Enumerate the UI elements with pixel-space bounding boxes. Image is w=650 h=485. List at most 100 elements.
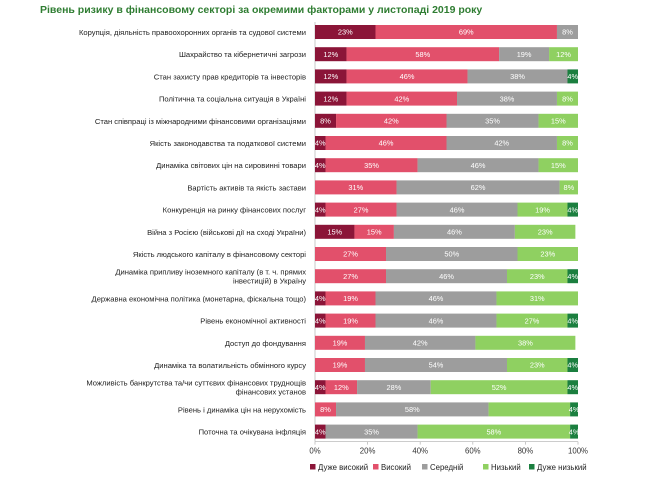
data-label: 54% bbox=[429, 361, 444, 370]
data-label: 58% bbox=[405, 405, 420, 414]
bar-segment-medium bbox=[364, 335, 476, 350]
data-label: 12% bbox=[556, 50, 571, 59]
data-label: 23% bbox=[540, 250, 555, 259]
bar-segment-very-high bbox=[315, 313, 326, 328]
category-label: Корупція, діяльність правоохоронних орга… bbox=[79, 28, 306, 37]
bar-segment-very-low bbox=[567, 202, 578, 217]
bar-segment-low bbox=[556, 136, 578, 150]
bars: 23% 69% 8% 12% 58% 19% 12% 12% 46% 38% 4% 12% 42% 38%… bbox=[315, 25, 580, 439]
category-labels: Корупція, діяльність правоохоронних орга… bbox=[79, 28, 306, 437]
x-tick-label: 40% bbox=[412, 447, 428, 456]
bar-segment-low bbox=[506, 269, 568, 284]
bar-segment-medium bbox=[446, 113, 539, 128]
bar-segment-very-low bbox=[567, 358, 578, 372]
data-label: 35% bbox=[364, 427, 379, 436]
legend-swatch-medium bbox=[422, 464, 428, 470]
bar-segment-very-high bbox=[315, 224, 355, 239]
data-label: 31% bbox=[348, 183, 363, 192]
bar-segment-low bbox=[514, 224, 576, 239]
data-label: 12% bbox=[334, 383, 349, 392]
data-label: 19% bbox=[333, 339, 348, 348]
x-tick-label: 0% bbox=[309, 447, 320, 456]
bar-segment-very-low bbox=[567, 69, 578, 84]
bar-segment-high bbox=[315, 269, 387, 284]
category-label: Можливість банкрутства та/чи суттєвих фі… bbox=[86, 379, 306, 397]
legend-label: Дуже високий bbox=[318, 463, 368, 472]
bar-segment-very-high bbox=[315, 202, 326, 217]
category-label: Рівень і динаміка цін на нерухомість bbox=[178, 405, 306, 414]
data-label: 23% bbox=[538, 228, 553, 237]
bar-segment-high bbox=[315, 358, 365, 372]
bar-segment-high bbox=[336, 113, 447, 128]
data-label: 62% bbox=[471, 183, 486, 192]
data-label: 4% bbox=[315, 427, 326, 436]
legend-swatch-high bbox=[373, 464, 379, 470]
data-label: 4% bbox=[567, 383, 578, 392]
bar-segment-medium bbox=[336, 402, 489, 417]
bar-segment-high bbox=[354, 224, 394, 239]
data-label: 38% bbox=[500, 94, 515, 103]
bar-segment-low bbox=[538, 113, 578, 128]
data-label: 4% bbox=[569, 405, 580, 414]
data-label: 46% bbox=[400, 72, 415, 81]
data-label: 15% bbox=[367, 228, 382, 237]
data-label: 58% bbox=[486, 427, 501, 436]
category-label: Поточна та очікувана інфляція bbox=[199, 428, 306, 437]
data-label: 4% bbox=[567, 72, 578, 81]
data-label: 4% bbox=[315, 316, 326, 325]
bar-segment-very-low bbox=[570, 402, 578, 417]
bar-segment-high bbox=[346, 91, 458, 106]
data-label: 42% bbox=[384, 117, 399, 126]
bar-segment-very-high bbox=[315, 91, 347, 106]
legend-label: Середній bbox=[430, 463, 463, 472]
data-label: 35% bbox=[364, 161, 379, 170]
data-label: 4% bbox=[569, 427, 580, 436]
bar-segment-very-low bbox=[567, 380, 578, 395]
bar-segment-high bbox=[315, 180, 397, 195]
bar-segment-low bbox=[430, 380, 568, 395]
data-label: 42% bbox=[394, 94, 409, 103]
data-label: 4% bbox=[567, 361, 578, 370]
data-label: 27% bbox=[343, 250, 358, 259]
bar-segment-high bbox=[315, 247, 387, 261]
data-label: 8% bbox=[562, 28, 573, 37]
bar-segment-medium bbox=[417, 158, 539, 173]
bar-segment-medium bbox=[393, 224, 515, 239]
data-label: 19% bbox=[517, 50, 532, 59]
bar-segment-very-high bbox=[315, 25, 376, 39]
data-label: 28% bbox=[387, 383, 402, 392]
x-tick-label: 100% bbox=[568, 447, 588, 456]
category-label: Доступ до фондування bbox=[225, 339, 306, 348]
bar-segment-very-low bbox=[567, 313, 578, 328]
bar-segment-low bbox=[556, 91, 578, 106]
data-label: 69% bbox=[459, 28, 474, 37]
bar-segment-high bbox=[325, 136, 447, 150]
bar-segment-low bbox=[417, 424, 571, 439]
data-label: 19% bbox=[343, 316, 358, 325]
data-label: 27% bbox=[354, 205, 369, 214]
category-label: Конкуренція на ринку фінансових послуг bbox=[163, 206, 307, 215]
bar-segment-medium bbox=[396, 202, 518, 217]
data-label: 4% bbox=[567, 205, 578, 214]
chart-title: Рівень ризику в фінансовому секторі за о… bbox=[40, 4, 483, 16]
data-label: 23% bbox=[530, 361, 545, 370]
data-label: 12% bbox=[323, 94, 338, 103]
data-label: 4% bbox=[315, 139, 326, 148]
bar-segment-medium bbox=[446, 136, 557, 150]
data-label: 23% bbox=[338, 28, 353, 37]
legend: Дуже високий Високий Середній Низький Дуже н… bbox=[310, 463, 587, 472]
data-label: 38% bbox=[518, 339, 533, 348]
data-label: 8% bbox=[562, 139, 573, 148]
data-label: 46% bbox=[429, 316, 444, 325]
category-label: Динаміка світових цін на сировинні товар… bbox=[156, 161, 306, 170]
bar-segment-low bbox=[488, 402, 571, 417]
bar-segment-high bbox=[375, 25, 557, 39]
bar-segment-very-high bbox=[315, 291, 326, 306]
category-label: Політична та соціальна ситуація в Україн… bbox=[159, 95, 306, 104]
bar-segment-high bbox=[315, 402, 337, 417]
bar-segment-very-high bbox=[315, 69, 347, 84]
data-label: 15% bbox=[327, 228, 342, 237]
data-label: 27% bbox=[525, 316, 540, 325]
bar-segment-medium bbox=[375, 291, 497, 306]
category-label: Рівень економічної активності bbox=[200, 317, 306, 326]
